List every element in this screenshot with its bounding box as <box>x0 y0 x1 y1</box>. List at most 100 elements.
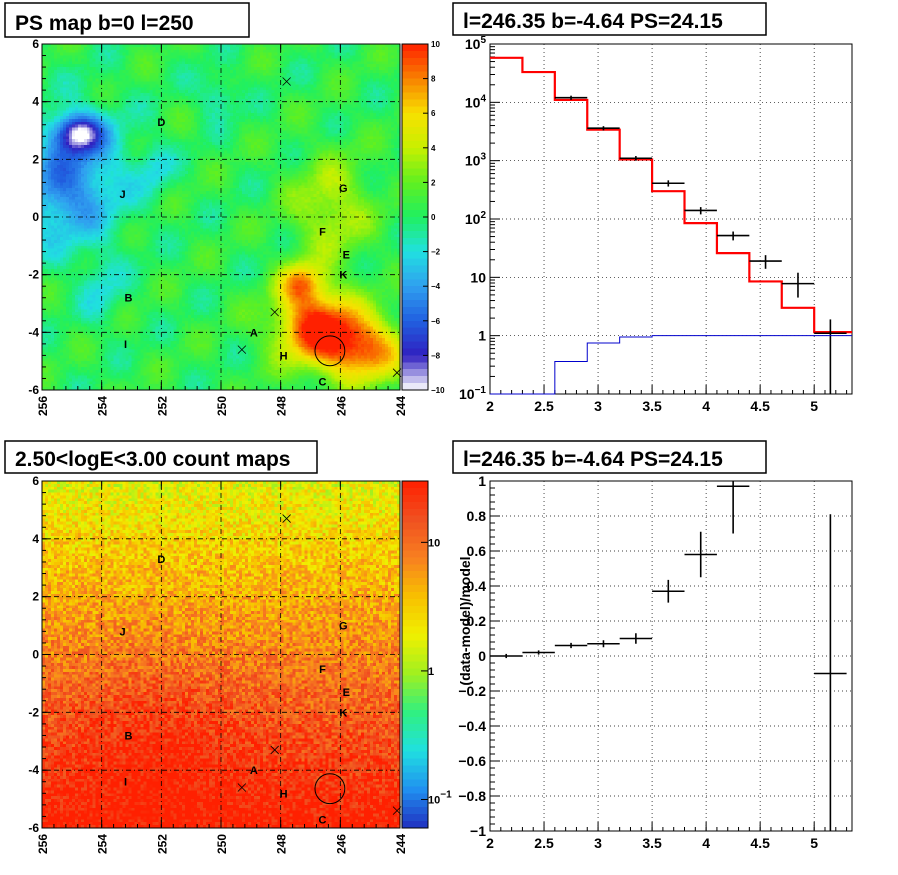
heatmap-cell <box>290 116 293 119</box>
heatmap-cell <box>188 136 191 139</box>
heatmap-cell <box>331 131 334 134</box>
heatmap-cell <box>215 87 218 90</box>
heatmap-cell <box>293 61 296 64</box>
heatmap-cell <box>322 90 325 93</box>
heatmap-cell <box>334 102 337 105</box>
heatmap-cell <box>367 131 370 134</box>
heatmap-cell <box>340 93 343 96</box>
heatmap-cell <box>152 90 155 93</box>
heatmap-cell <box>322 67 325 70</box>
heatmap-cell <box>188 70 191 73</box>
heatmap-cell <box>57 61 60 64</box>
heatmap-cell <box>170 125 173 128</box>
heatmap-cell <box>42 58 45 61</box>
heatmap-cell <box>87 125 90 128</box>
heatmap-cell <box>215 151 218 154</box>
heatmap-cell <box>388 58 391 61</box>
heatmap-cell <box>194 53 197 56</box>
heatmap-cell <box>69 122 72 125</box>
heatmap-cell <box>242 154 245 157</box>
heatmap-cell <box>114 151 117 154</box>
heatmap-cell <box>278 145 281 148</box>
heatmap-cell <box>194 56 197 59</box>
heatmap-cell <box>134 125 137 128</box>
heatmap-cell <box>129 64 132 67</box>
heatmap-cell <box>316 70 319 73</box>
heatmap-cell <box>331 107 334 110</box>
heatmap-cell <box>191 79 194 82</box>
heatmap-cell <box>245 159 248 162</box>
heatmap-cell <box>230 131 233 134</box>
heatmap-cell <box>319 93 322 96</box>
heatmap-cell <box>182 145 185 148</box>
heatmap-cell <box>140 50 143 53</box>
heatmap-cell <box>212 87 215 90</box>
heatmap-cell <box>173 58 176 61</box>
heatmap-cell <box>316 122 319 125</box>
heatmap-cell <box>137 136 140 139</box>
heatmap-cell <box>328 70 331 73</box>
heatmap-cell <box>263 96 266 99</box>
heatmap-cell <box>60 73 63 76</box>
heatmap-cell <box>305 47 308 50</box>
heatmap-cell <box>251 81 254 84</box>
heatmap-cell <box>42 162 45 165</box>
heatmap-cell <box>275 145 278 148</box>
heatmap-cell <box>57 139 60 142</box>
heatmap-cell <box>81 162 84 165</box>
heatmap-cell <box>227 56 230 59</box>
heatmap-cell <box>305 73 308 76</box>
heatmap-cell <box>293 102 296 105</box>
heatmap-cell <box>129 133 132 136</box>
heatmap-cell <box>272 145 275 148</box>
heatmap-cell <box>111 96 114 99</box>
heatmap-cell <box>355 116 358 119</box>
heatmap-cell <box>251 87 254 90</box>
heatmap-cell <box>343 105 346 108</box>
heatmap-cell <box>284 151 287 154</box>
heatmap-cell <box>90 119 93 122</box>
heatmap-cell <box>263 125 266 128</box>
heatmap-cell <box>152 96 155 99</box>
heatmap-cell <box>239 136 242 139</box>
heatmap-cell <box>331 47 334 50</box>
heatmap-cell <box>78 50 81 53</box>
heatmap-cell <box>111 81 114 84</box>
heatmap-cell <box>242 73 245 76</box>
heatmap-cell <box>340 148 343 151</box>
heatmap-cell <box>102 159 105 162</box>
heatmap-cell <box>352 125 355 128</box>
heatmap-cell <box>60 159 63 162</box>
heatmap-cell <box>161 105 164 108</box>
heatmap-cell <box>370 93 373 96</box>
heatmap-cell <box>161 64 164 67</box>
heatmap-cell <box>311 87 314 90</box>
heatmap-cell <box>343 133 346 136</box>
heatmap-cell <box>75 50 78 53</box>
heatmap-cell <box>376 50 379 53</box>
heatmap-cell <box>152 56 155 59</box>
heatmap-cell <box>87 162 90 165</box>
heatmap-cell <box>42 73 45 76</box>
heatmap-cell <box>299 90 302 93</box>
heatmap-cell <box>90 122 93 125</box>
heatmap-cell <box>146 133 149 136</box>
heatmap-cell <box>182 96 185 99</box>
heatmap-cell <box>236 107 239 110</box>
heatmap-cell <box>108 70 111 73</box>
heatmap-cell <box>394 119 397 122</box>
heatmap-cell <box>313 145 316 148</box>
heatmap-cell <box>367 56 370 59</box>
heatmap-cell <box>349 73 352 76</box>
heatmap-cell <box>224 93 227 96</box>
heatmap-cell <box>111 73 114 76</box>
heatmap-cell <box>394 110 397 113</box>
heatmap-cell <box>129 154 132 157</box>
heatmap-cell <box>129 122 132 125</box>
heatmap-cell <box>275 96 278 99</box>
heatmap-cell <box>90 151 93 154</box>
heatmap-cell <box>48 81 51 84</box>
heatmap-cell <box>302 102 305 105</box>
heatmap-cell <box>290 131 293 134</box>
heatmap-cell <box>164 105 167 108</box>
